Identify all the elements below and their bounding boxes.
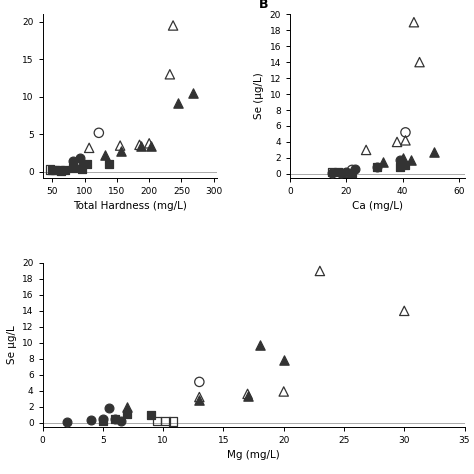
Point (348, 169, 356, 176)
Point (374, 164, 381, 171)
Point (343, 169, 350, 177)
Point (401, 137, 409, 144)
Point (101, 152, 109, 159)
Point (166, 71, 173, 78)
Point (56, 166, 64, 174)
Point (136, 141, 143, 149)
Point (147, 411, 155, 419)
Point (189, 89, 197, 97)
Point (116, 142, 124, 149)
Point (58, 167, 65, 174)
Point (280, 356, 288, 364)
Point (111, 416, 119, 423)
Point (62, 166, 69, 173)
Point (416, 58, 423, 66)
Point (78, 165, 86, 173)
Point (51, 166, 59, 174)
Point (147, 142, 155, 149)
Point (87, 417, 95, 424)
X-axis label: Mg (mg/L): Mg (mg/L) (227, 450, 280, 460)
Point (99, 415, 107, 422)
Point (137, 142, 145, 149)
Point (407, 156, 415, 164)
Point (401, 161, 409, 169)
Point (162, 417, 169, 425)
Point (337, 169, 345, 176)
Point (399, 154, 407, 162)
Point (123, 403, 131, 410)
Point (374, 163, 381, 171)
Point (410, 18, 418, 26)
Point (343, 168, 350, 176)
Point (244, 392, 251, 400)
Point (430, 148, 438, 155)
Point (123, 410, 131, 418)
Y-axis label: Se µg/L: Se µg/L (7, 326, 17, 364)
Point (196, 393, 203, 401)
Point (362, 146, 370, 154)
Point (146, 139, 153, 147)
Point (196, 378, 203, 386)
Point (256, 341, 264, 349)
Point (328, 169, 336, 177)
Point (396, 163, 404, 171)
Point (69, 164, 77, 172)
Point (111, 416, 119, 423)
Point (401, 128, 409, 136)
Point (63, 418, 71, 426)
Point (401, 307, 408, 315)
Point (196, 396, 203, 404)
Point (334, 168, 342, 176)
Point (95, 129, 103, 137)
Point (74, 159, 82, 167)
Point (105, 161, 112, 168)
Text: B: B (259, 0, 268, 11)
Point (83, 161, 91, 168)
Point (117, 417, 125, 425)
Point (280, 388, 288, 395)
Point (99, 417, 107, 425)
Point (69, 157, 77, 164)
Point (154, 417, 161, 425)
Point (48, 166, 56, 173)
Point (46, 166, 54, 173)
Point (105, 404, 113, 412)
Point (328, 168, 336, 176)
Y-axis label: Se (µg/L): Se (µg/L) (254, 73, 264, 119)
Point (169, 418, 177, 425)
Point (174, 99, 182, 107)
Point (118, 147, 125, 155)
X-axis label: Total Hardness (mg/L): Total Hardness (mg/L) (73, 201, 187, 211)
Point (396, 156, 404, 164)
Point (348, 166, 356, 173)
Point (351, 165, 359, 173)
X-axis label: Ca (mg/L): Ca (mg/L) (352, 201, 403, 211)
Point (316, 267, 324, 275)
Point (79, 161, 86, 168)
Point (85, 144, 93, 152)
Point (76, 155, 84, 162)
Point (169, 22, 177, 29)
Point (379, 158, 387, 166)
Point (393, 138, 401, 146)
Point (244, 390, 251, 398)
